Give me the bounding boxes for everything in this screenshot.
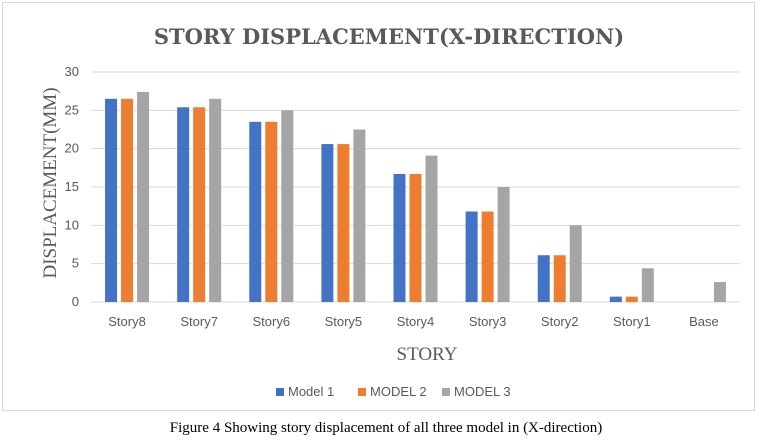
legend-swatch	[442, 388, 450, 396]
bar	[193, 107, 206, 303]
legend-swatch	[276, 388, 284, 396]
x-tick-label: Base	[689, 314, 719, 329]
x-tick-label: Story3	[469, 314, 507, 329]
y-axis-title: DISPLACEMENT(MM)	[40, 87, 61, 278]
bar	[409, 173, 422, 302]
bars	[105, 91, 726, 303]
bar	[337, 144, 350, 302]
x-tick-label: Story1	[613, 314, 651, 329]
y-tick-label: 15	[65, 179, 79, 194]
x-tick-label: Story6	[252, 314, 290, 329]
y-tick-label: 10	[65, 217, 79, 232]
y-tick-label: 30	[65, 64, 79, 79]
bar	[137, 91, 150, 302]
y-tick-label: 5	[72, 256, 79, 271]
x-tick-label: Story2	[541, 314, 579, 329]
bar	[265, 121, 278, 302]
chart-title: STORY DISPLACEMENT(X-DIRECTION)	[154, 24, 624, 49]
y-axis-ticks: 0 5 10 15 20 25 30	[65, 64, 79, 309]
bar	[425, 155, 438, 302]
x-axis-title: STORY	[397, 344, 458, 365]
bar	[713, 282, 726, 302]
y-tick-label: 20	[65, 141, 79, 156]
bar	[249, 121, 262, 302]
x-tick-label: Story5	[325, 314, 363, 329]
bar	[281, 110, 294, 302]
bar	[321, 144, 334, 302]
y-tick-label: 0	[72, 294, 79, 309]
bar	[641, 268, 654, 302]
bar	[537, 255, 550, 302]
bar	[465, 211, 478, 302]
bar	[177, 107, 190, 303]
bar	[393, 173, 406, 302]
legend-swatch	[358, 388, 366, 396]
bar	[569, 225, 582, 302]
x-axis-ticks: Story8 Story7 Story6 Story5 Story4 Story3 Stor…	[108, 314, 718, 329]
x-tick-label: Story8	[108, 314, 146, 329]
chart: STORY DISPLACEMENT(X-DIRECTION) 0 5 10 15 20…	[40, 24, 740, 399]
legend-label: Model 1	[288, 384, 334, 399]
bar	[353, 129, 366, 302]
bar	[625, 296, 638, 302]
legend-label: MODEL 2	[370, 384, 427, 399]
chart-frame: STORY DISPLACEMENT(X-DIRECTION) 0 5 10 15 20…	[2, 2, 755, 411]
bar	[121, 98, 134, 302]
figure-caption: Figure 4 Showing story displacement of a…	[169, 420, 603, 436]
bar	[497, 187, 510, 302]
y-tick-label: 25	[65, 102, 79, 117]
bar	[609, 296, 622, 302]
bar	[105, 98, 118, 302]
x-tick-label: Story4	[397, 314, 435, 329]
legend-label: MODEL 3	[454, 384, 511, 399]
bar	[481, 211, 494, 302]
bar	[553, 255, 566, 302]
x-tick-label: Story7	[180, 314, 218, 329]
bar	[209, 98, 222, 302]
legend: Model 1 MODEL 2 MODEL 3	[276, 384, 511, 399]
